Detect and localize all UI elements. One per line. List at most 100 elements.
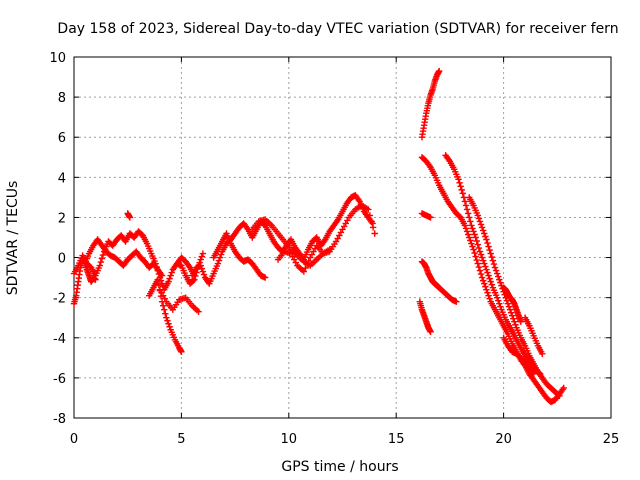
series-arc-17 [442,152,544,378]
data-point [471,249,478,257]
data-point [486,275,493,282]
data-point [166,275,173,282]
data-point [178,348,185,356]
data-point [483,266,490,273]
data-point [457,183,464,190]
data-point [474,260,482,267]
data-point [487,278,494,285]
data-point [200,271,208,278]
data-point [477,221,485,228]
data-point [512,321,519,328]
data-point [466,214,473,221]
data-point [476,248,484,255]
grid-lines [74,57,611,418]
y-tick-label: 2 [58,211,66,226]
data-point [467,218,474,225]
data-point [161,306,168,313]
data-point [469,225,476,232]
x-tick-label: 20 [495,432,512,447]
y-tick-label: -2 [53,292,66,307]
series-arc-13 [418,154,567,406]
data-point [482,283,489,290]
data-point [199,268,207,275]
data-point [485,292,492,299]
data-point [463,206,471,213]
x-tick-label: 10 [281,432,298,447]
data-point [484,269,491,276]
data-point [486,246,493,254]
data-point [478,274,486,281]
data-point [496,300,503,307]
data-point [164,317,171,324]
data-point [467,237,474,244]
data-point [482,233,489,240]
data-point [473,237,480,245]
data-point [478,224,486,231]
data-point [305,257,312,265]
data-point [215,257,223,264]
chart-title: Day 158 of 2023, Sidereal Day-to-day VTE… [57,21,618,37]
data-point [511,318,518,325]
series-arc-15 [418,258,460,305]
data-point [464,210,472,217]
data-point [478,254,486,261]
data-point [198,265,206,272]
data-point [539,350,546,358]
x-axis-label: GPS time / hours [281,459,398,475]
data-point [165,320,172,327]
data-point [155,281,163,289]
data-point [427,214,434,221]
data-point [371,230,378,237]
data-point [487,250,494,257]
y-tick-label: -4 [53,332,66,347]
data-point [463,228,471,235]
data-point [468,222,475,229]
data-point [483,286,490,293]
data-point [510,315,517,322]
data-point [92,276,99,283]
data-point [366,212,374,219]
data-point [486,295,493,302]
data-point [458,186,465,194]
series-arc-9 [210,230,269,281]
data-point [166,323,173,330]
data-point [497,303,504,310]
data-point [303,261,311,268]
data-point [462,225,470,232]
data-point [484,239,491,247]
data-point [475,215,483,222]
series-arc-5 [145,276,185,356]
axis-ticks: 0 5 10 15 20 25 -8 -6 -4 -2 0 2 4 6 8 10 [49,51,619,447]
data-point [475,263,483,271]
data-point [482,263,489,270]
series-arc-16 [416,298,434,335]
data-point [154,276,161,283]
data-point [508,312,516,319]
data-point [99,251,107,259]
series-arc-19 [500,284,524,325]
data-point [479,257,487,264]
data-point [217,251,225,258]
data-point [468,240,475,247]
data-point [97,258,105,266]
data-point [472,253,479,260]
data-point [476,218,484,225]
data-point [214,260,222,267]
series-arc-21 [521,314,546,358]
data-point [126,214,134,221]
x-tick-label: 0 [70,432,78,447]
data-point [167,272,174,279]
data-point [476,267,484,274]
series-arc-14 [418,210,434,221]
data-point [488,253,495,261]
data-point [497,279,504,286]
data-point [470,228,477,235]
data-point [469,243,476,250]
plot-frame [73,56,612,419]
data-point [477,251,485,258]
data-point [474,212,482,219]
data-point [481,230,488,237]
data-point [461,222,469,229]
data-point [459,190,466,197]
